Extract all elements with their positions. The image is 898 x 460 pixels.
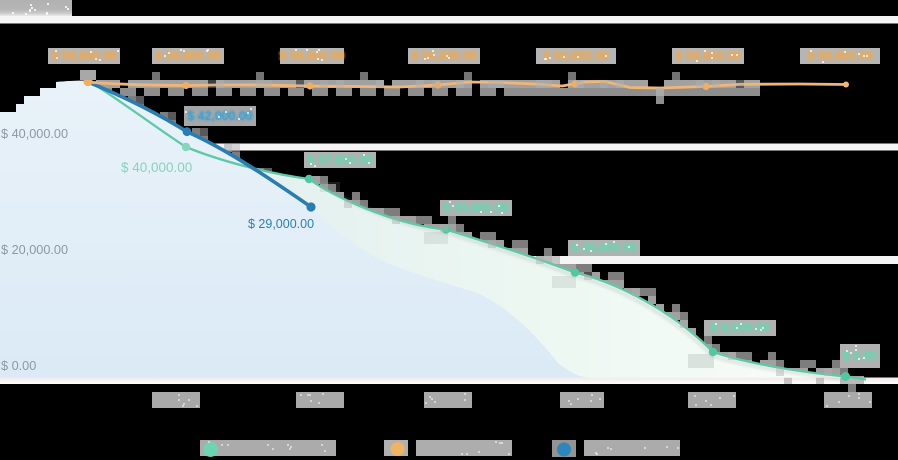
svg-text:$ 40,000.00: $ 40,000.00 — [121, 160, 192, 175]
svg-text:$ 37,000.00: $ 37,000.00 — [308, 153, 372, 167]
svg-text:$ 29,000.00: $ 29,000.00 — [248, 217, 314, 231]
svg-text:$ 30,000.00: $ 30,000.00 — [572, 241, 636, 255]
svg-text:$ 50,000.00: $ 50,000.00 — [279, 49, 345, 63]
svg-text:$ 50,000.00: $ 50,000.00 — [52, 49, 116, 63]
svg-text:$ 50,000.00: $ 50,000.00 — [807, 49, 873, 63]
svg-text:$ 42,000.00: $ 42,000.00 — [188, 109, 252, 123]
svg-text:$ 9,000.00: $ 9,000.00 — [712, 321, 769, 335]
svg-text:$ 50,000.00: $ 50,000.00 — [412, 49, 476, 63]
svg-text:$ 20,000.00: $ 20,000.00 — [1, 243, 68, 257]
svg-text:$ 0.00: $ 0.00 — [843, 349, 877, 363]
svg-text:$ 50,000.00: $ 50,000.00 — [156, 49, 220, 63]
svg-text:$ 50,000.00: $ 50,000.00 — [675, 49, 741, 63]
svg-text:$ 40,000.00: $ 40,000.00 — [1, 127, 68, 141]
svg-text:$ 42,000.00: $ 42,000.00 — [187, 109, 253, 123]
svg-text:$ 37,000.00: $ 37,000.00 — [307, 153, 373, 167]
svg-text:$ 50,000.00: $ 50,000.00 — [808, 49, 872, 63]
svg-text:$ 50,000.00: $ 50,000.00 — [411, 49, 477, 63]
svg-text:$ 50,000.00: $ 50,000.00 — [676, 49, 740, 63]
svg-text:$ 0.00: $ 0.00 — [1, 359, 36, 373]
svg-text:$ 50,000.00: $ 50,000.00 — [544, 49, 608, 63]
svg-text:$ 35,000.00: $ 35,000.00 — [443, 201, 509, 215]
svg-text:$ 50,000.00: $ 50,000.00 — [155, 49, 221, 63]
svg-text:$ 35,000.00: $ 35,000.00 — [444, 201, 508, 215]
svg-text:$ 30,000.00: $ 30,000.00 — [571, 241, 637, 255]
svg-text:$ 50,000.00: $ 50,000.00 — [543, 49, 609, 63]
svg-text:$ 50,000.00: $ 50,000.00 — [280, 49, 344, 63]
svg-text:$ 9,000.00: $ 9,000.00 — [710, 321, 769, 335]
